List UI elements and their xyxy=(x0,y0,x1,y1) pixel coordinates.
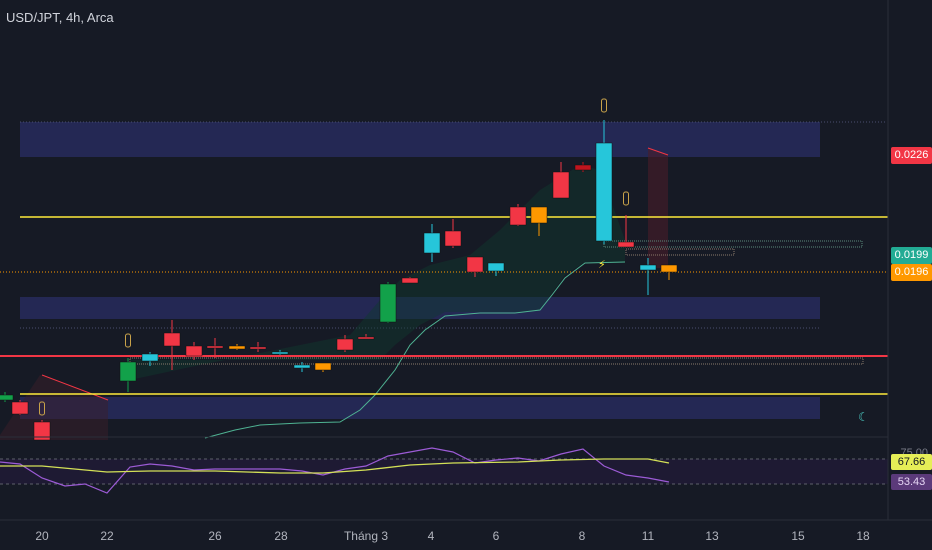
x-tick-label: Tháng 3 xyxy=(343,529,389,543)
candle-body xyxy=(617,241,635,248)
price-label-current: 0.0196 xyxy=(891,264,932,281)
price-label-close: 0.0199 xyxy=(891,247,932,264)
prior-red-fill xyxy=(0,375,108,440)
candle-body xyxy=(33,421,51,441)
candle-body xyxy=(595,142,613,242)
x-tick-label: 18 xyxy=(856,529,870,543)
candle-body xyxy=(357,336,375,340)
x-tick-label: 8 xyxy=(578,529,586,543)
x-tick-label: 22 xyxy=(100,529,114,543)
candle-body xyxy=(487,262,505,272)
x-tick-label: 11 xyxy=(641,529,655,543)
signal-marker-icon xyxy=(39,401,45,416)
signal-marker-icon xyxy=(601,98,607,113)
rsi-signal-label: 67.66 xyxy=(891,454,932,470)
candle-body xyxy=(379,283,397,323)
candle-body xyxy=(336,338,354,351)
candle-body xyxy=(639,264,657,271)
candle-body xyxy=(271,351,289,355)
candle-body xyxy=(423,232,441,254)
candle-body xyxy=(466,256,484,273)
order-block-mid xyxy=(625,248,735,256)
bolt-icon: ⚡ xyxy=(598,258,606,271)
moon-icon[interactable]: ☾ xyxy=(858,410,869,424)
x-tick-label: 26 xyxy=(208,529,222,543)
candle-body xyxy=(119,361,137,382)
order-block-lower xyxy=(129,357,864,365)
candle-body xyxy=(401,277,419,284)
candle-body xyxy=(163,332,181,347)
candle-body xyxy=(11,401,29,415)
chart-title: USD/JPT, 4h, Arca xyxy=(6,10,114,25)
support-zone-lower xyxy=(20,397,820,419)
candle-body xyxy=(660,264,678,273)
signal-marker-icon xyxy=(125,333,131,348)
candle-body xyxy=(293,364,311,369)
x-tick-label: 4 xyxy=(427,529,435,543)
candle-body xyxy=(444,230,462,247)
trailing-stop-line xyxy=(204,261,626,439)
x-tick-label: 13 xyxy=(705,529,719,543)
rsi-value-label: 53.43 xyxy=(891,474,932,490)
candle-body xyxy=(0,394,14,401)
signal-marker-icon xyxy=(623,191,629,206)
candle-body xyxy=(228,345,246,350)
x-tick-label: 20 xyxy=(35,529,49,543)
x-tick-label: 15 xyxy=(791,529,805,543)
order-block-upper xyxy=(603,240,863,248)
resistance-zone xyxy=(20,122,820,157)
support-zone-upper xyxy=(20,297,820,319)
price-label-high: 0.0226 xyxy=(891,147,932,164)
candle-body xyxy=(185,345,203,357)
candle-body xyxy=(552,171,570,199)
candle-body xyxy=(574,164,592,171)
red-line-right xyxy=(647,147,669,156)
prior-red-line xyxy=(41,374,109,401)
candle-body xyxy=(141,353,159,362)
candle-body xyxy=(249,346,267,350)
red-fill-right xyxy=(648,148,668,268)
candle-body xyxy=(206,345,224,349)
candle-body xyxy=(530,206,548,224)
candle-body xyxy=(509,206,527,226)
rsi-signal-line xyxy=(0,458,670,474)
x-tick-label: 28 xyxy=(274,529,288,543)
x-tick-label: 6 xyxy=(492,529,500,543)
candle-body xyxy=(314,362,332,371)
